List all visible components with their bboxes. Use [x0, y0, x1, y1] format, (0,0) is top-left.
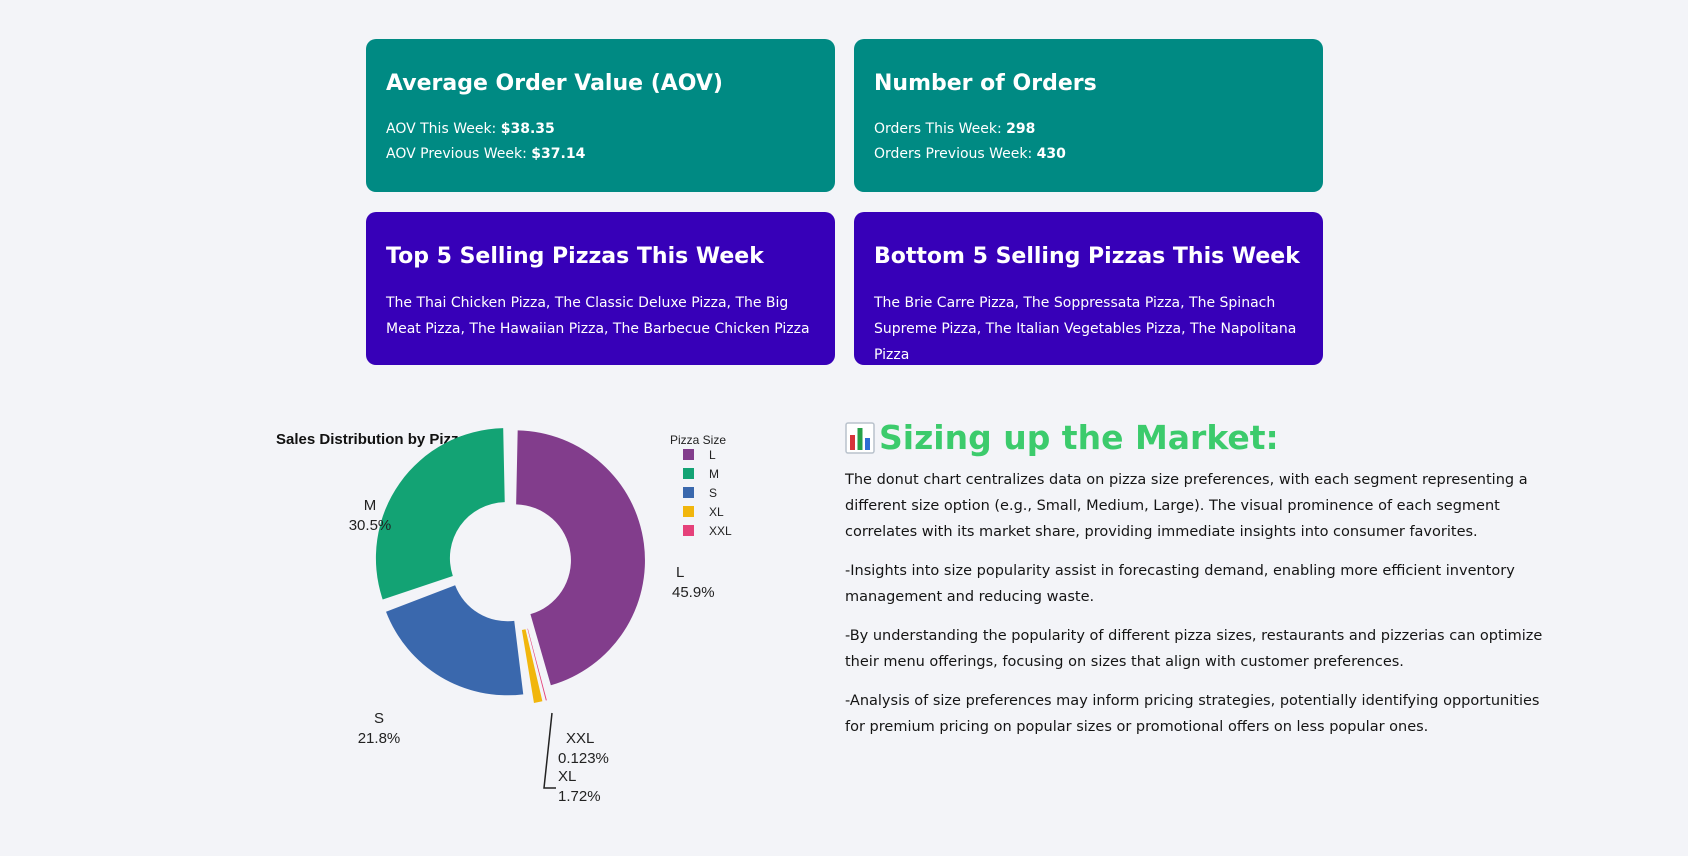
legend-title: Pizza Size — [670, 433, 726, 447]
slice-value-m: 30.5% — [349, 517, 392, 534]
insight-paragraph-3: -By understanding the popularity of diff… — [845, 628, 1543, 670]
orders-card-title: Number of Orders — [874, 71, 1097, 96]
slice-value-l: 45.9% — [672, 584, 715, 601]
slice-value-s: 21.8% — [358, 730, 401, 747]
orders-previous-week-value: 430 — [1036, 146, 1066, 163]
legend-swatch-xl — [683, 506, 694, 517]
bottom-sellers-card: Bottom 5 Selling Pizzas This Week The Br… — [854, 212, 1323, 365]
bar-chart-icon — [845, 421, 875, 454]
aov-previous-week-value: $37.14 — [531, 146, 586, 163]
slice-label-m: M — [364, 497, 377, 514]
aov-this-week-value: $38.35 — [500, 121, 555, 138]
chart-legend: LMS XL XXL — [683, 448, 732, 538]
top-sellers-list: The Thai Chicken Pizza, The Classic Delu… — [386, 295, 810, 338]
slice-value-xl: 1.72% — [558, 788, 601, 805]
legend-label-s: S — [709, 486, 717, 500]
slice-label-s: S — [374, 710, 384, 727]
aov-previous-week: AOV Previous Week: $37.14 — [386, 146, 586, 163]
orders-previous-week: Orders Previous Week: 430 — [874, 146, 1066, 163]
legend-label-l: L — [709, 448, 716, 462]
slice-label-xl: XL — [558, 768, 576, 785]
slice-value-xxl: 0.123% — [558, 750, 609, 767]
slice-labels: L 45.9% M 30.5% S 21.8% XXL 0.123%XL 1.72% — [349, 497, 715, 805]
insight-paragraph-2: -Insights into size popularity assist in… — [845, 563, 1515, 605]
insight-heading-text: Sizing up the Market: — [879, 418, 1279, 457]
aov-card: Average Order Value (AOV) AOV This Week:… — [366, 39, 835, 192]
slice-label-l: L — [676, 564, 684, 581]
top-sellers-card: Top 5 Selling Pizzas This Week The Thai … — [366, 212, 835, 365]
orders-card: Number of Orders Orders This Week: 298 O… — [854, 39, 1323, 192]
bottom-sellers-title: Bottom 5 Selling Pizzas This Week — [874, 244, 1300, 269]
donut-slice-l — [516, 430, 645, 686]
donut-slice-s — [386, 585, 524, 696]
slice-label-xxl: XXL — [566, 730, 594, 747]
bottom-sellers-list: The Brie Carre Pizza, The Soppressata Pi… — [874, 295, 1297, 364]
donut-slices — [375, 428, 645, 703]
xl-leader-line — [543, 712, 556, 789]
legend-swatch-m — [683, 468, 694, 479]
legend-swatch-l — [683, 449, 694, 460]
donut-slice-xxl — [527, 628, 547, 701]
donut-slice-xl — [521, 629, 543, 703]
legend-label-xxl: XXL — [709, 524, 732, 538]
donut-chart-svg: Sales Distribution by Pizza Size Pizza S… — [276, 428, 732, 805]
donut-slice-m — [375, 428, 505, 600]
legend-label-xl: XL — [709, 505, 724, 519]
insight-panel: Sizing up the Market: The donut chart ce… — [845, 418, 1545, 753]
orders-this-week-value: 298 — [1006, 121, 1036, 138]
insight-paragraph-1: The donut chart centralizes data on pizz… — [845, 472, 1528, 540]
aov-this-week: AOV This Week: $38.35 — [386, 121, 555, 138]
insight-heading: Sizing up the Market: — [845, 418, 1545, 457]
aov-card-title: Average Order Value (AOV) — [386, 71, 723, 96]
legend-swatch-xxl — [683, 525, 694, 536]
legend-label-m: M — [709, 467, 719, 481]
size-donut-chart: Sales Distribution by Pizza Size Pizza S… — [240, 410, 760, 830]
top-sellers-title: Top 5 Selling Pizzas This Week — [386, 244, 764, 269]
orders-this-week: Orders This Week: 298 — [874, 121, 1036, 138]
legend-swatch-s — [683, 487, 694, 498]
insight-paragraph-4: -Analysis of size preferences may inform… — [845, 693, 1540, 735]
